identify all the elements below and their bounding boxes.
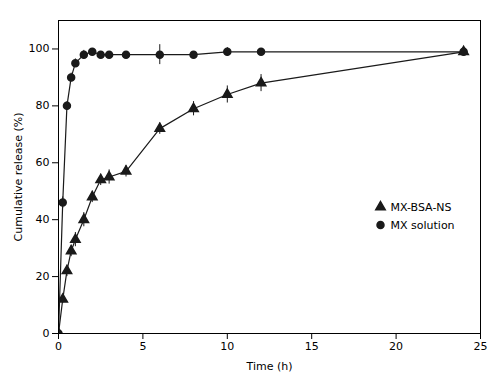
svg-text:0: 0 — [55, 340, 62, 353]
svg-text:MX-BSA-NS: MX-BSA-NS — [391, 201, 452, 214]
svg-text:20: 20 — [36, 270, 50, 283]
svg-text:5: 5 — [139, 340, 146, 353]
svg-text:Time (h): Time (h) — [246, 360, 293, 373]
svg-text:80: 80 — [36, 99, 50, 112]
svg-text:25: 25 — [474, 340, 488, 353]
svg-text:20: 20 — [389, 340, 403, 353]
svg-text:10: 10 — [220, 340, 234, 353]
svg-text:100: 100 — [29, 42, 50, 55]
svg-text:60: 60 — [36, 156, 50, 169]
svg-text:40: 40 — [36, 213, 50, 226]
svg-text:Cumulative release (%): Cumulative release (%) — [12, 113, 25, 242]
svg-text:MX solution: MX solution — [391, 219, 455, 232]
svg-text:15: 15 — [305, 340, 319, 353]
svg-text:0: 0 — [43, 327, 50, 340]
